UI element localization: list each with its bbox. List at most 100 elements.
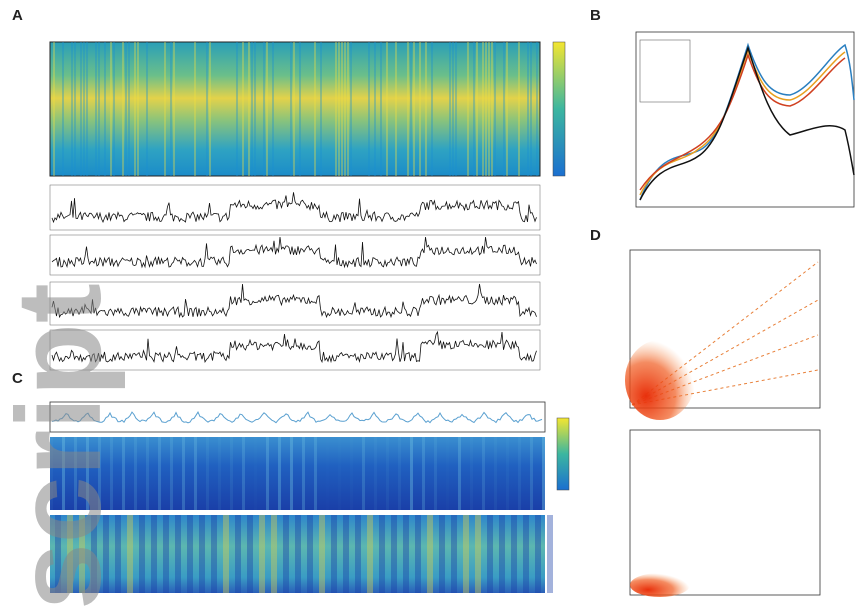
- stripe: [458, 437, 461, 510]
- panel-label: B: [590, 7, 601, 24]
- stripe: [335, 42, 337, 176]
- stripe: [506, 42, 508, 176]
- stripe: [374, 437, 377, 510]
- stripe: [104, 42, 106, 176]
- stripe: [259, 515, 265, 593]
- stripe: [452, 42, 454, 176]
- curve: [639, 45, 855, 201]
- stripe: [344, 42, 346, 176]
- stripe: [80, 42, 82, 176]
- stripe: [476, 42, 478, 176]
- stripe: [302, 437, 305, 510]
- stripe: [128, 42, 130, 176]
- stripe: [251, 42, 253, 176]
- stripe: [542, 437, 545, 510]
- stripe: [103, 515, 109, 593]
- stripe: [331, 515, 337, 593]
- stripe: [499, 515, 505, 593]
- colorbar: [552, 41, 566, 177]
- stripe: [347, 42, 349, 176]
- stripe: [163, 515, 169, 593]
- stripe: [122, 42, 124, 176]
- stripe: [374, 42, 376, 176]
- stripe: [115, 515, 121, 593]
- stripe: [494, 42, 496, 176]
- stripe: [53, 42, 55, 176]
- trace-box: [49, 329, 541, 371]
- trace: [51, 283, 537, 319]
- stripe: [74, 42, 76, 176]
- trace: [51, 192, 537, 224]
- stripe: [422, 437, 425, 510]
- stripe: [425, 42, 427, 176]
- stripe: [266, 437, 269, 510]
- stripe: [223, 515, 229, 593]
- stripe: [314, 437, 317, 510]
- stripe: [266, 42, 268, 176]
- stripe: [79, 515, 85, 593]
- stripe: [187, 515, 193, 593]
- stripe: [248, 42, 250, 176]
- stripe: [182, 437, 185, 510]
- stripe: [293, 42, 295, 176]
- traces: [49, 184, 541, 371]
- stripe: [535, 515, 541, 593]
- stripe: [91, 515, 97, 593]
- stripe: [410, 437, 413, 510]
- stripe: [488, 42, 490, 176]
- trace: [51, 411, 543, 424]
- heatmap: [50, 515, 545, 593]
- stripe: [338, 437, 341, 510]
- trace-box: [49, 401, 546, 433]
- trace: [51, 330, 537, 364]
- stripe: [368, 42, 370, 176]
- stripe: [158, 437, 161, 510]
- stripe: [407, 42, 409, 176]
- stripe: [194, 437, 197, 510]
- scatter-cloud: [625, 340, 695, 420]
- stripe: [491, 42, 493, 176]
- stripe: [415, 515, 421, 593]
- stripe: [170, 437, 173, 510]
- stripe: [482, 42, 484, 176]
- stripe: [242, 42, 244, 176]
- stripe: [295, 515, 301, 593]
- stripe: [380, 42, 382, 176]
- stripe: [398, 437, 401, 510]
- stripe: [410, 42, 412, 176]
- stripe: [403, 515, 409, 593]
- stripe: [463, 515, 469, 593]
- stripe: [50, 437, 53, 510]
- stripe: [451, 515, 457, 593]
- trace-box: [49, 234, 541, 276]
- stripe: [320, 42, 322, 176]
- stripe: [134, 437, 137, 510]
- stripe: [341, 42, 343, 176]
- stripe: [547, 515, 553, 593]
- stripe: [125, 42, 127, 176]
- stripe: [235, 515, 241, 593]
- stripe: [71, 42, 73, 176]
- stripe: [247, 515, 253, 593]
- stripe: [122, 437, 125, 510]
- legend: [639, 39, 691, 103]
- stripe: [446, 437, 449, 510]
- heatmap-stripes: [50, 437, 553, 593]
- stripe: [218, 437, 221, 510]
- stripe: [419, 42, 421, 176]
- stripe: [209, 42, 211, 176]
- stripe: [272, 42, 274, 176]
- stripe: [485, 42, 487, 176]
- stripe: [175, 515, 181, 593]
- stripe: [137, 42, 139, 176]
- stripe: [206, 437, 209, 510]
- stripe: [467, 42, 469, 176]
- stripe: [386, 437, 389, 510]
- stripe: [170, 42, 172, 176]
- panel-label: A: [12, 7, 23, 24]
- stripe: [151, 515, 157, 593]
- stripe: [206, 42, 208, 176]
- stripe: [98, 437, 101, 510]
- stripe: [110, 42, 112, 176]
- stripe: [506, 437, 509, 510]
